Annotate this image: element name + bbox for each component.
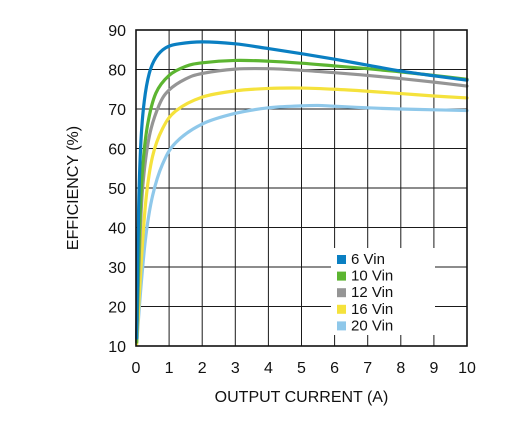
legend-label: 12 Vin	[351, 284, 393, 301]
x-tick-label: 0	[132, 360, 141, 377]
x-tick-label: 3	[231, 360, 240, 377]
x-tick-label: 10	[458, 360, 476, 377]
legend-label: 20 Vin	[351, 317, 393, 334]
x-tick-label: 5	[297, 360, 306, 377]
y-tick-label: 60	[108, 142, 126, 159]
series-lines	[135, 40, 469, 346]
legend-swatch	[337, 288, 346, 298]
legend-swatch	[337, 255, 346, 264]
legend-label: 10 Vin	[351, 268, 393, 285]
x-tick-label: 9	[429, 360, 438, 377]
y-tick-label: 10	[108, 339, 126, 356]
x-tick-label: 8	[396, 360, 405, 377]
x-tick-label: 4	[264, 360, 273, 377]
y-tick-label: 30	[108, 260, 126, 277]
series-line-12-vin	[135, 66, 469, 344]
tick-labels: 0 1 2 3 4 5 6 7 8 9 10 10 20 30 40 50 60 70 80 90	[108, 23, 476, 377]
legend-swatch	[337, 321, 346, 331]
legend-swatch	[337, 304, 346, 314]
y-axis-title: EFFICIENCY (%)	[65, 126, 82, 250]
x-tick-label: 1	[165, 360, 174, 377]
y-tick-label: 90	[108, 23, 126, 40]
y-tick-label: 80	[108, 63, 126, 80]
series-line-6-vin	[135, 40, 469, 340]
series-line-16-vin	[135, 86, 469, 346]
y-tick-label: 20	[108, 300, 126, 317]
legend-swatch	[337, 271, 346, 281]
y-tick-label: 50	[108, 181, 126, 198]
series-line-10-vin	[135, 58, 469, 344]
series-line-20-vin	[135, 103, 469, 346]
legend-label: 16 Vin	[351, 301, 393, 318]
y-tick-label: 70	[108, 102, 126, 119]
x-tick-label: 2	[198, 360, 207, 377]
x-tick-label: 6	[330, 360, 339, 377]
plot-frame	[135, 29, 468, 347]
legend-label: 6 Vin	[351, 251, 385, 268]
y-tick-label: 40	[108, 221, 126, 238]
legend-background	[331, 248, 435, 335]
x-axis-title: OUTPUT CURRENT (A)	[215, 389, 389, 406]
x-tick-label: 7	[363, 360, 372, 377]
